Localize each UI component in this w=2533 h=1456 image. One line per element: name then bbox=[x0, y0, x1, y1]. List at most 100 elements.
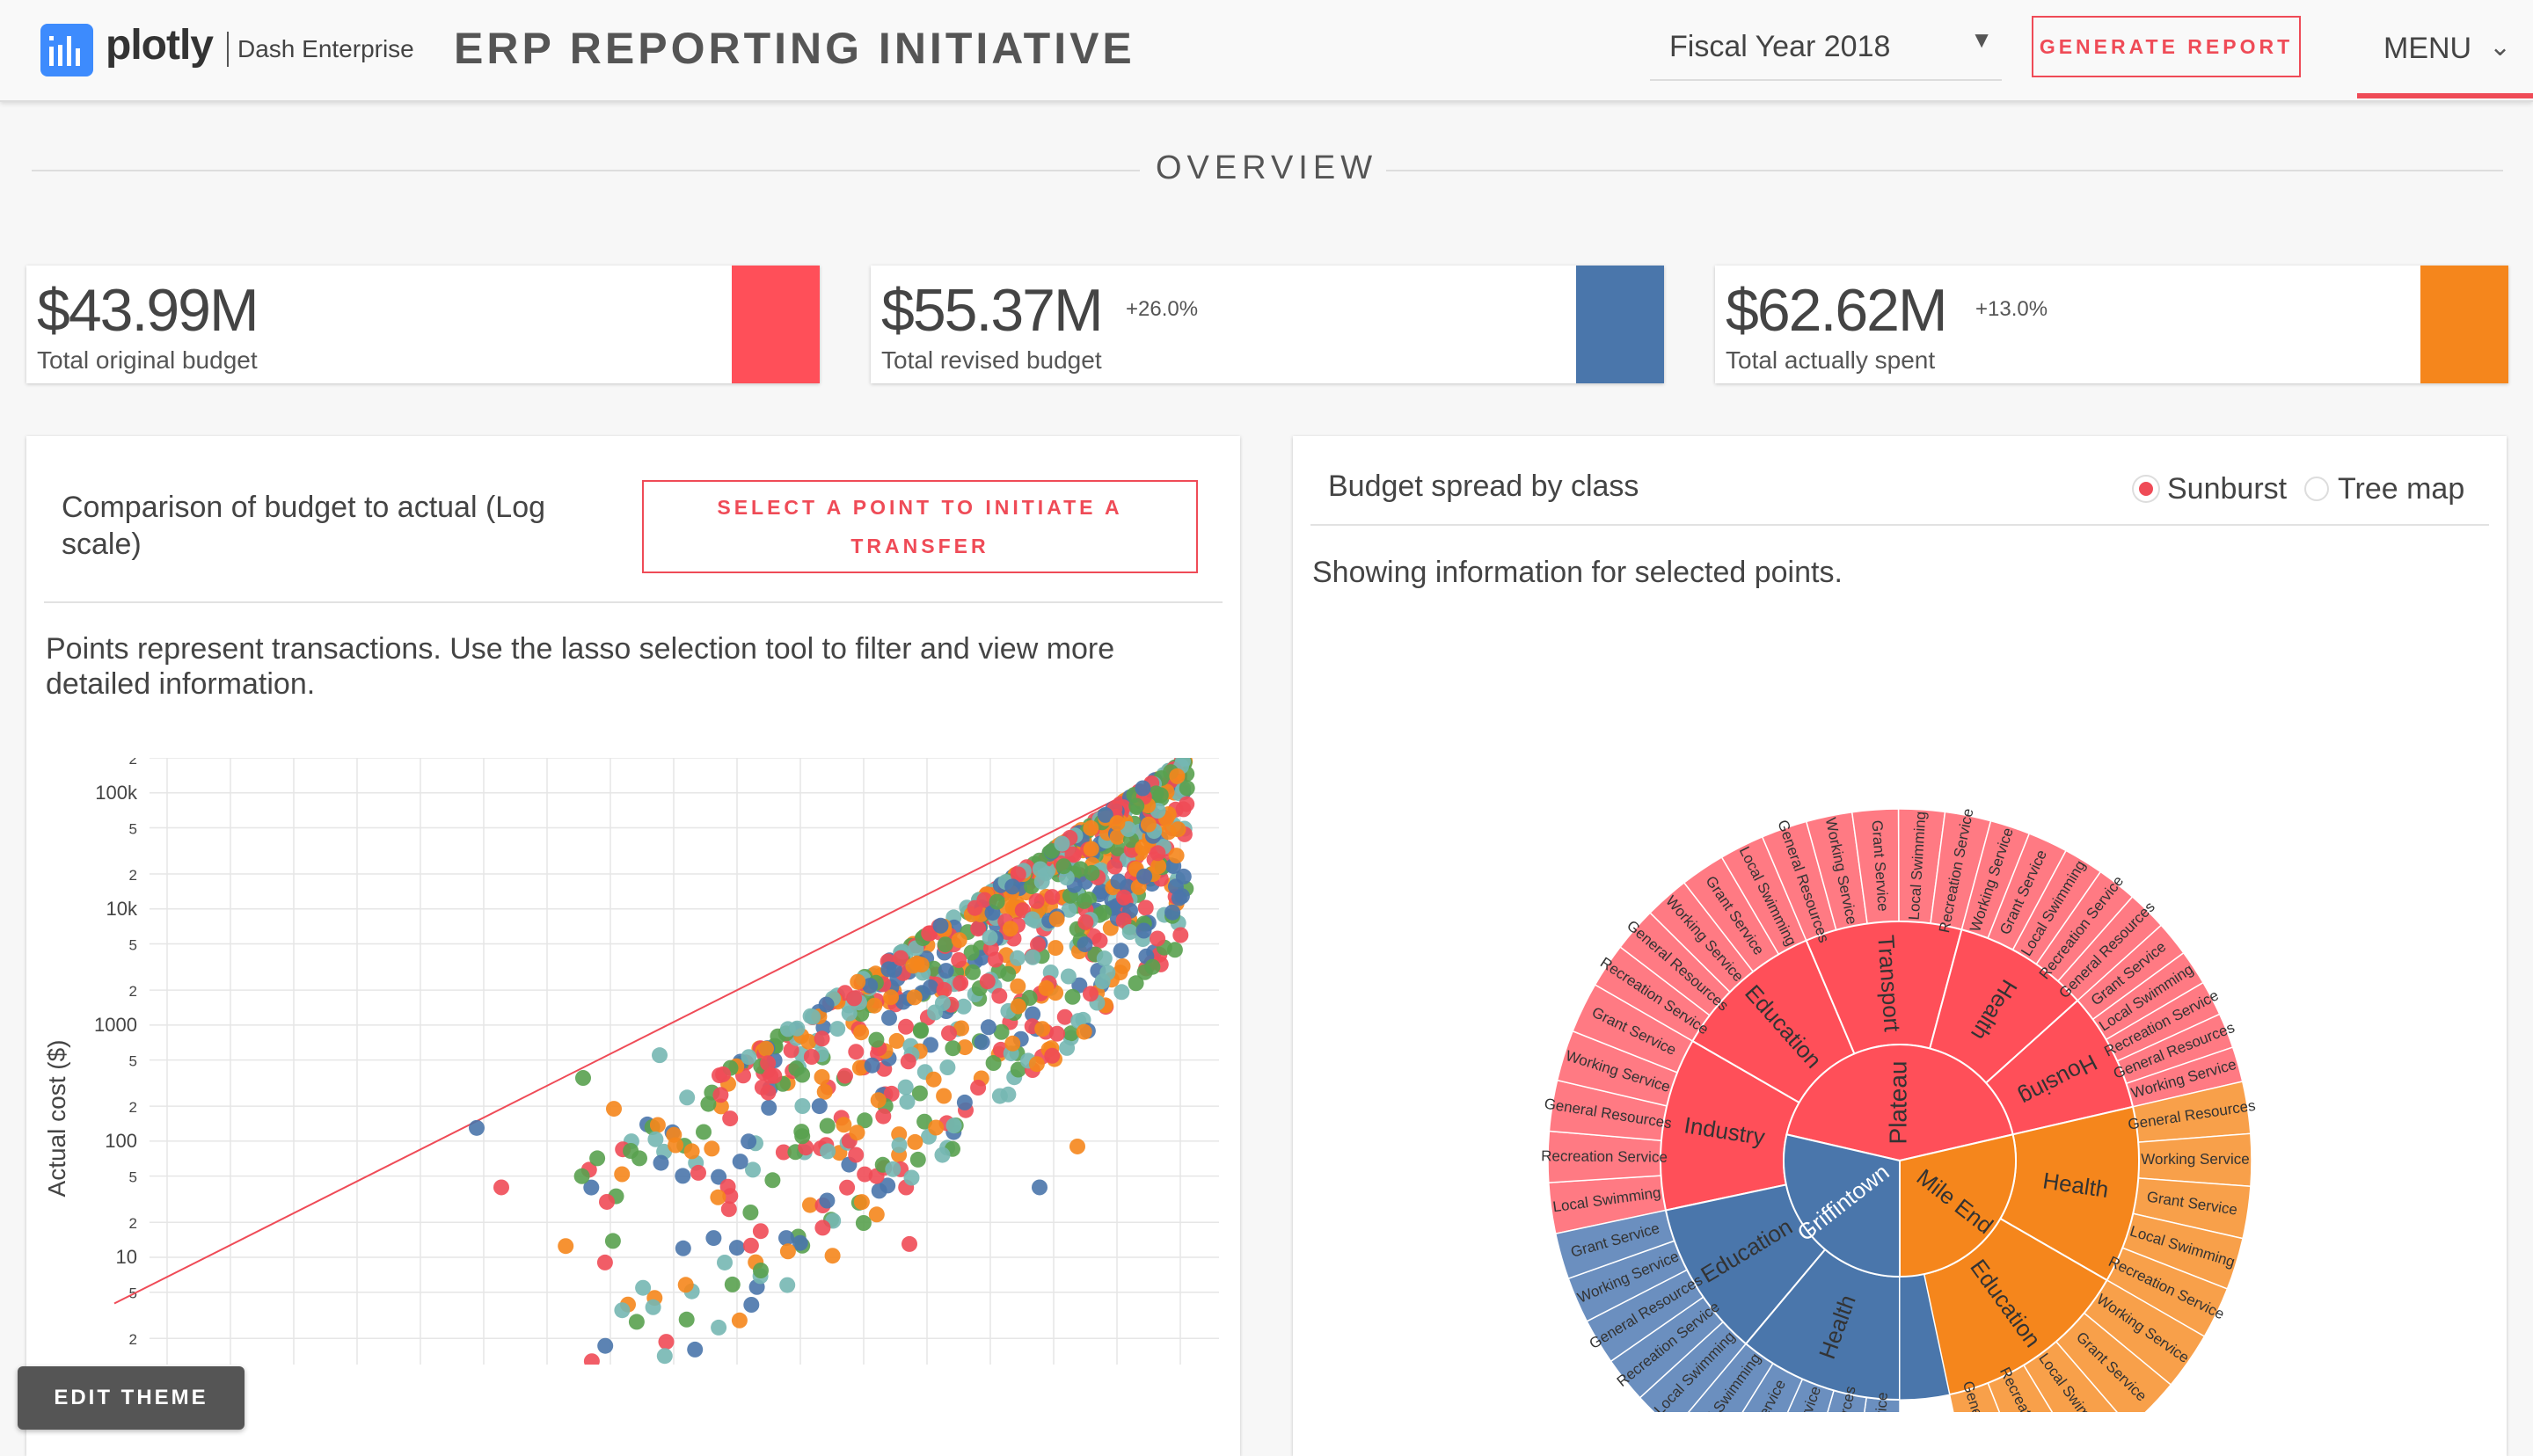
fiscal-year-select[interactable]: Fiscal Year 2018 ▼ bbox=[1650, 18, 2002, 81]
transaction-point bbox=[1150, 858, 1167, 875]
transaction-point bbox=[849, 1125, 865, 1141]
transaction-point bbox=[857, 1166, 873, 1183]
transaction-point bbox=[967, 899, 983, 916]
overview-divider-right bbox=[1386, 170, 2503, 171]
transaction-point bbox=[1140, 816, 1157, 833]
transaction-point bbox=[1097, 806, 1113, 823]
transaction-point bbox=[742, 1237, 759, 1254]
transaction-point bbox=[1010, 978, 1026, 994]
transaction-point bbox=[953, 975, 969, 991]
transaction-point bbox=[1160, 824, 1177, 841]
transaction-point bbox=[1091, 932, 1108, 949]
radio-unselected-icon bbox=[2304, 477, 2329, 501]
transaction-point bbox=[945, 1117, 962, 1134]
transaction-point bbox=[899, 1094, 916, 1110]
radio-selected-icon bbox=[2134, 477, 2158, 501]
transaction-point bbox=[903, 1169, 920, 1186]
kpi-card-revised: $55.37M +26.0% Total revised budget bbox=[871, 266, 1664, 383]
transaction-point bbox=[1059, 1039, 1076, 1056]
plotly-logo-icon bbox=[40, 24, 93, 76]
transaction-point bbox=[841, 1005, 858, 1022]
scatter-panel: Comparison of budget to actual (Log scal… bbox=[26, 436, 1240, 1456]
scatter-chart[interactable]: 2100k5210k521000521005210521 Actual cost… bbox=[26, 758, 1240, 1365]
transaction-point bbox=[1004, 878, 1021, 895]
overview-divider-left bbox=[32, 170, 1140, 171]
transaction-point bbox=[779, 1243, 796, 1260]
transaction-point bbox=[1083, 841, 1099, 857]
transaction-point bbox=[965, 964, 981, 980]
transaction-point bbox=[1024, 911, 1040, 928]
transaction-point bbox=[1168, 848, 1185, 864]
edit-theme-button[interactable]: EDIT THEME bbox=[18, 1366, 245, 1430]
y-tick-label: 2 bbox=[129, 983, 137, 1000]
transaction-point bbox=[1032, 861, 1048, 877]
transaction-point bbox=[982, 929, 998, 946]
fiscal-year-value: Fiscal Year 2018 bbox=[1669, 30, 1891, 63]
transaction-point bbox=[1152, 787, 1169, 804]
transaction-point bbox=[1096, 950, 1113, 967]
scatter-points bbox=[469, 758, 1195, 1365]
transaction-point bbox=[837, 1067, 853, 1084]
transaction-point bbox=[741, 1133, 757, 1150]
transaction-point bbox=[951, 932, 967, 949]
transaction-point bbox=[1056, 1008, 1073, 1025]
transaction-point bbox=[979, 973, 996, 990]
transaction-point bbox=[870, 1092, 887, 1109]
transaction-point bbox=[1150, 930, 1166, 947]
y-tick-label: 2 bbox=[129, 758, 137, 768]
transaction-point bbox=[936, 1088, 953, 1104]
transaction-point bbox=[1144, 958, 1161, 975]
transaction-point bbox=[717, 1254, 733, 1270]
transaction-point bbox=[1021, 990, 1038, 1006]
transaction-point bbox=[573, 1168, 590, 1184]
transaction-point bbox=[623, 1143, 639, 1159]
transaction-point bbox=[696, 1124, 712, 1140]
transaction-point bbox=[803, 1049, 820, 1065]
transaction-point bbox=[938, 963, 954, 979]
transaction-point bbox=[1049, 1025, 1065, 1042]
transaction-point bbox=[866, 997, 883, 1014]
transaction-point bbox=[1150, 845, 1166, 862]
scatter-y-ticks: 2100k5210k521000521005210521 bbox=[94, 758, 138, 1365]
y-tick-label: 10k bbox=[106, 898, 138, 920]
transaction-point bbox=[893, 950, 909, 966]
transaction-point bbox=[985, 1055, 1002, 1071]
transaction-point bbox=[913, 1022, 929, 1038]
transaction-point bbox=[1137, 899, 1154, 916]
transaction-point bbox=[752, 1223, 769, 1240]
transaction-point bbox=[712, 1087, 729, 1103]
menu-button[interactable]: MENU ⌄ bbox=[2357, 26, 2533, 100]
transaction-point bbox=[678, 1311, 695, 1328]
transaction-point bbox=[1002, 921, 1018, 937]
sunburst-middle-ring bbox=[1660, 921, 2140, 1401]
transaction-point bbox=[1116, 889, 1132, 906]
transaction-point bbox=[1128, 797, 1145, 814]
transaction-point bbox=[1000, 1086, 1017, 1103]
transaction-point bbox=[909, 1151, 926, 1168]
transaction-point bbox=[1083, 986, 1099, 1002]
radio-sunburst[interactable]: Sunburst bbox=[2134, 471, 2287, 506]
radio-treemap[interactable]: Tree map bbox=[2304, 471, 2464, 506]
transaction-point bbox=[911, 1085, 928, 1102]
transaction-point bbox=[970, 1080, 987, 1096]
transaction-point bbox=[794, 1128, 811, 1145]
transaction-point bbox=[939, 1059, 956, 1075]
transaction-point bbox=[820, 1143, 836, 1160]
transaction-point bbox=[690, 1164, 706, 1181]
transaction-point bbox=[811, 1098, 828, 1115]
transaction-point bbox=[583, 1179, 600, 1196]
generate-report-button[interactable]: GENERATE REPORT bbox=[2032, 16, 2301, 77]
transaction-point bbox=[980, 1019, 996, 1036]
transaction-point bbox=[836, 1117, 852, 1133]
transaction-point bbox=[1179, 796, 1195, 812]
transaction-point bbox=[1076, 892, 1092, 909]
transaction-point bbox=[1106, 858, 1123, 875]
initiate-transfer-button[interactable]: SELECT A POINT TO INITIATE A TRANSFER bbox=[642, 480, 1198, 573]
transaction-point bbox=[596, 1254, 613, 1270]
transaction-point bbox=[941, 1025, 957, 1042]
y-tick-label: 1000 bbox=[94, 1014, 137, 1036]
transaction-point bbox=[783, 1042, 799, 1059]
transaction-point bbox=[936, 981, 953, 998]
transaction-point bbox=[864, 1057, 880, 1074]
